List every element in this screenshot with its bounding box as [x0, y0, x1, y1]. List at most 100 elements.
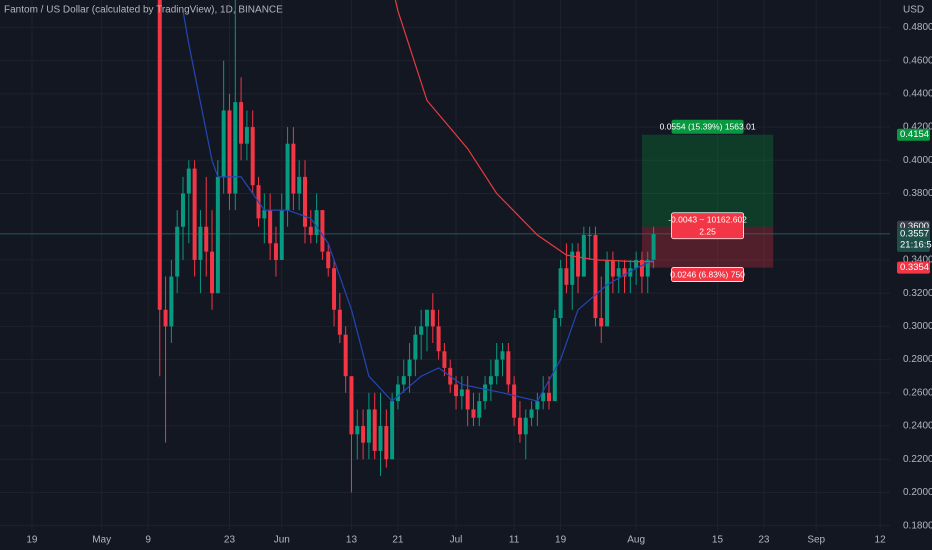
candle-body [529, 409, 534, 418]
candle-body [390, 401, 395, 460]
candle-body [361, 426, 366, 443]
candle-body [332, 268, 337, 310]
y-tick-label: 0.4000 [903, 155, 932, 166]
target-price-tag-box [897, 128, 930, 141]
candle-body [454, 384, 459, 397]
x-tick-label: 11 [509, 535, 520, 546]
x-tick-label: Sep [807, 535, 825, 546]
x-tick-label: May [92, 535, 111, 546]
candle-body [506, 351, 511, 385]
candle-body [407, 359, 412, 377]
candle-body [622, 268, 627, 277]
candle-body [477, 401, 482, 418]
candle-body [157, 0, 162, 310]
candle-body [262, 210, 267, 219]
candle-body [204, 226, 209, 252]
candle-body [413, 334, 418, 360]
last-price-tag-box [897, 227, 930, 252]
target-price-tag: 0.4154 [900, 129, 929, 140]
y-tick-label: 0.4400 [903, 88, 932, 99]
candle-body [169, 276, 174, 327]
candle-body [581, 235, 586, 277]
candle-body [570, 251, 575, 285]
candle-body [442, 351, 447, 368]
x-tick-label: 9 [145, 535, 151, 546]
profit-zone [641, 134, 774, 227]
candle-body [483, 384, 488, 402]
stop-label-box [671, 267, 744, 282]
candle-body [186, 168, 191, 194]
x-tick-label: 13 [346, 535, 358, 546]
chart-title: Fantom / US Dollar (calculated by Tradin… [4, 5, 283, 16]
x-tick-label: 12 [875, 535, 887, 546]
candle-body [297, 176, 302, 194]
x-tick-label: 19 [26, 535, 38, 546]
candle-body [576, 251, 581, 277]
candle-body [233, 102, 238, 194]
candle-body [564, 268, 569, 285]
candle-body [459, 389, 464, 397]
candle-body [210, 251, 215, 294]
x-tick-label: Jun [274, 535, 290, 546]
candle-body [558, 268, 563, 319]
candle-body [512, 384, 517, 418]
candle-body [268, 210, 273, 244]
candle-body [471, 409, 476, 418]
candle-body [436, 326, 441, 352]
plot-area [0, 0, 890, 493]
entry-label: -0.0043 ~ 10162.602 [668, 214, 747, 224]
candle-body [291, 143, 296, 194]
candle-body [343, 334, 348, 377]
y-tick-label: 0.2400 [903, 421, 932, 432]
candle-body [552, 318, 557, 402]
candle-body [244, 127, 249, 144]
target-label: 0.0554 (15.39%) 1563.01 [660, 121, 756, 131]
stop-price-tag-box [897, 261, 930, 274]
countdown: 21:16:52 [900, 239, 932, 250]
entry-price-tag: 0.3600 [900, 221, 929, 232]
candle-body [419, 326, 424, 335]
candle-body [610, 259, 615, 277]
candle-body [273, 243, 278, 260]
candle-body [239, 102, 244, 144]
candle-body [163, 309, 168, 327]
candle-body [279, 210, 284, 260]
candle-body [430, 309, 435, 327]
candle-body [651, 233, 656, 260]
candle-body [517, 417, 522, 435]
x-tick-label: 23 [224, 535, 236, 546]
y-tick-label: 0.3800 [903, 188, 932, 199]
y-tick-label: 0.4200 [903, 122, 932, 133]
candle-body [639, 259, 644, 277]
candle-body [546, 392, 551, 402]
y-tick-label: 0.3400 [903, 255, 932, 266]
moving-average [394, 0, 654, 263]
y-tick-label: 0.4600 [903, 55, 932, 66]
candle-body [215, 176, 220, 294]
candle-body [378, 426, 383, 451]
candle-body [523, 417, 528, 435]
candle-body [494, 359, 499, 377]
candle-body [424, 309, 429, 327]
last-price-tag: 0.3557 [900, 228, 929, 239]
candle-body [349, 376, 354, 435]
candle-body [395, 384, 400, 402]
candle-body [180, 193, 185, 227]
candle-body [535, 401, 540, 410]
candle-body [372, 409, 377, 451]
y-tick-label: 0.3200 [903, 288, 932, 299]
stop-price-tag: 0.3354 [900, 262, 929, 273]
candle-body [314, 210, 319, 236]
candle-body [221, 110, 226, 177]
candle-body [308, 226, 313, 236]
candle-body [628, 268, 633, 277]
candle-body [645, 259, 650, 277]
y-tick-label: 0.2000 [903, 487, 932, 498]
entry-label-box [671, 212, 744, 240]
candle-body [384, 426, 389, 460]
x-tick-label: Aug [627, 535, 645, 546]
currency-label: USD [903, 5, 924, 16]
x-tick-label: 23 [758, 535, 770, 546]
candle-body [337, 309, 342, 335]
